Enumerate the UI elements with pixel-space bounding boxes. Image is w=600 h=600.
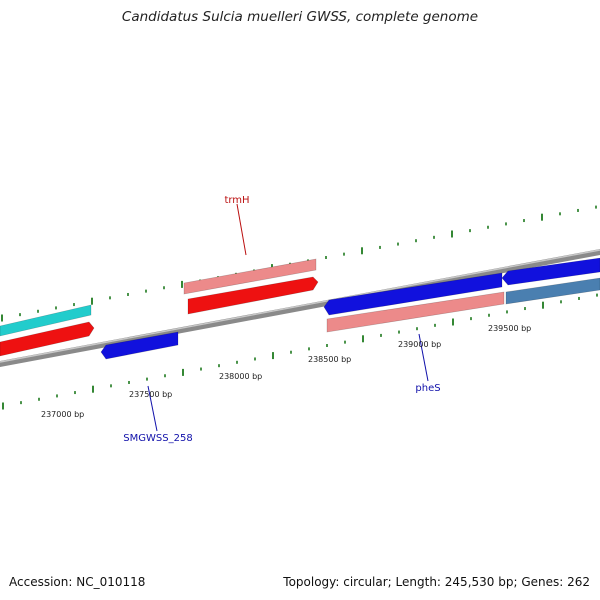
scale-label: 237000 bp (41, 410, 84, 419)
trmH-leader (236, 203, 247, 256)
gene-trmH-outer[interactable] (183, 258, 317, 295)
scale-label: 238000 bp (219, 372, 262, 381)
lower-tick-track (2, 293, 598, 410)
gene-pheS[interactable] (326, 291, 505, 333)
gene-label-pheS: pheS (415, 383, 440, 394)
gene-label-SMGWSS-258: SMGWSS_258 (123, 433, 192, 444)
gene-blue-right[interactable] (501, 257, 600, 286)
smgwss258-leader (147, 385, 158, 432)
gene-pheS-blue[interactable] (323, 272, 503, 316)
gene-cyan-left[interactable] (0, 304, 92, 337)
scale-label: 239000 bp (398, 340, 441, 349)
scale-label: 238500 bp (308, 355, 351, 364)
gene-red-left[interactable] (0, 321, 95, 357)
pheS-leader (418, 333, 429, 382)
accession-text: Accession: NC_010118 (9, 575, 146, 589)
scale-label: 237500 bp (129, 390, 172, 399)
gene-trmH[interactable] (187, 276, 319, 315)
genome-summary-text: Topology: circular; Length: 245,530 bp; … (283, 575, 590, 589)
gene-SMGWSS-258[interactable] (100, 331, 179, 360)
scale-label: 239500 bp (488, 324, 531, 333)
map-title: Candidatus Sulcia muelleri GWSS, complet… (121, 9, 479, 25)
gene-label-trmH: trmH (224, 195, 249, 206)
gene-steel-right[interactable] (505, 277, 600, 305)
